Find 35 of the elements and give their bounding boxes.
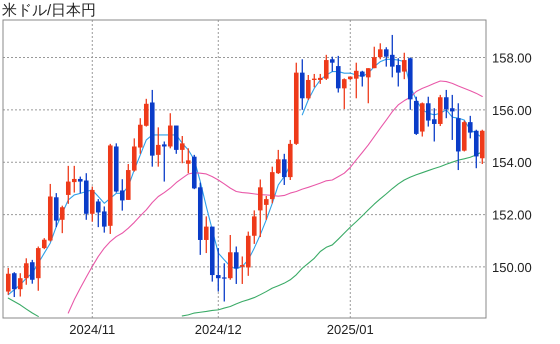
candlestick <box>162 140 167 182</box>
candlestick <box>12 272 17 298</box>
candlestick <box>204 216 209 254</box>
candlestick <box>234 246 239 285</box>
candlestick <box>156 126 161 168</box>
candlestick <box>18 272 23 298</box>
y-tick-label: 150.00 <box>492 260 532 275</box>
x-tick-label: 2024/11 <box>69 322 116 337</box>
candlestick <box>306 74 311 101</box>
candlestick <box>54 192 59 228</box>
candlestick <box>360 70 365 88</box>
line-series <box>68 80 483 314</box>
candlestick <box>282 153 287 186</box>
candlestick <box>402 52 407 80</box>
candlestick <box>336 55 341 94</box>
y-tick-label: 156.00 <box>492 102 532 118</box>
candlestick <box>186 148 191 174</box>
candlestick <box>24 258 29 286</box>
x-tick-label: 2025/01 <box>326 322 374 337</box>
chart-title: 米ドル/日本円 <box>2 2 96 19</box>
x-tick-label: 2024/12 <box>194 322 242 337</box>
candlestick <box>90 186 95 222</box>
candlestick <box>372 46 377 69</box>
candlestick <box>366 68 371 104</box>
candlestick <box>252 210 257 245</box>
y-tick-label: 154.00 <box>492 155 532 170</box>
y-tick-label: 158.00 <box>492 50 532 66</box>
candlestick <box>180 135 185 164</box>
candlestick <box>378 42 383 60</box>
candlestick <box>168 112 173 149</box>
candlestick <box>30 259 35 284</box>
y-tick-label: 152.00 <box>492 208 532 223</box>
candlestick <box>6 267 11 296</box>
candlestick <box>60 205 65 234</box>
candlestick <box>342 78 347 110</box>
